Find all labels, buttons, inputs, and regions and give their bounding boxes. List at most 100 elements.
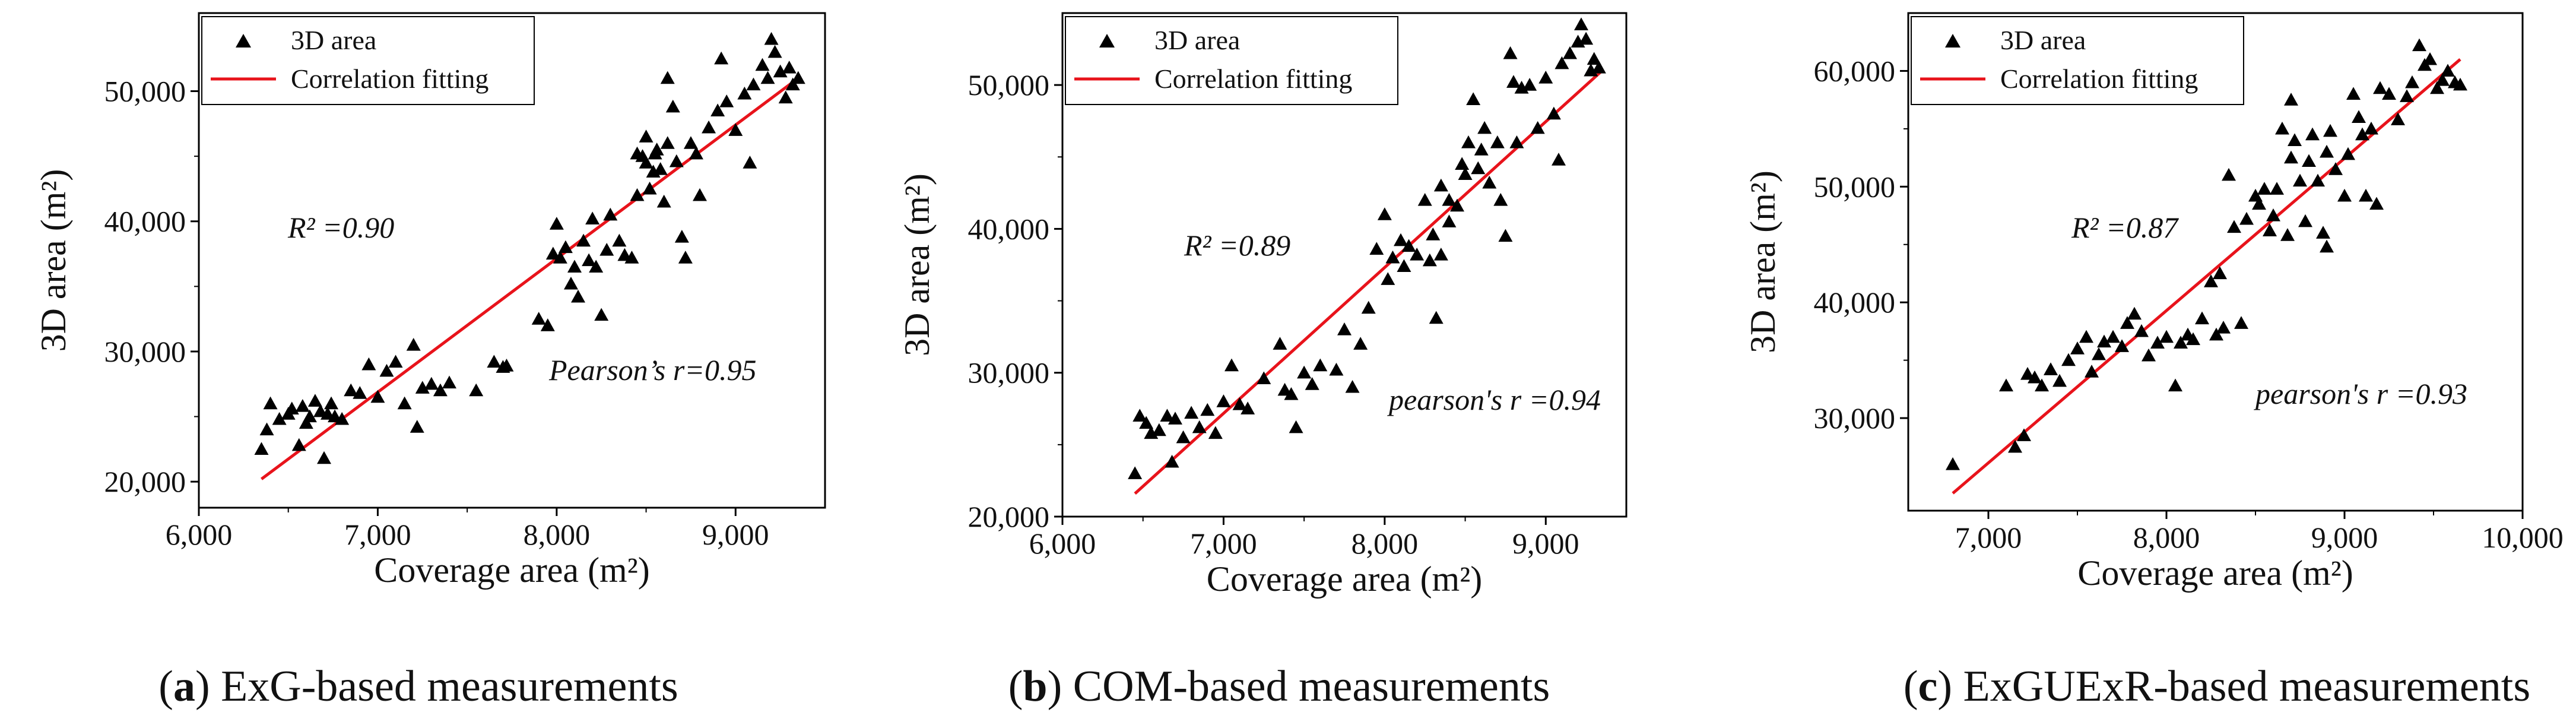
caption-panel-label: a bbox=[173, 662, 195, 711]
data-point bbox=[630, 146, 645, 160]
data-point bbox=[2052, 374, 2067, 387]
data-point bbox=[1477, 121, 1492, 134]
data-point bbox=[660, 71, 675, 84]
data-point bbox=[2134, 324, 2149, 337]
data-point bbox=[353, 386, 367, 399]
data-point bbox=[295, 399, 310, 412]
data-point bbox=[2120, 316, 2134, 329]
caption-text: ExG-based measurements bbox=[221, 662, 678, 711]
data-point bbox=[630, 188, 645, 201]
data-point bbox=[2298, 214, 2312, 227]
data-point bbox=[1284, 387, 1299, 400]
data-point bbox=[1224, 358, 1239, 372]
legend-label-fit: Correlation fitting bbox=[1154, 64, 1352, 94]
data-point bbox=[2092, 347, 2106, 360]
data-point bbox=[2284, 93, 2298, 106]
data-point bbox=[2302, 154, 2316, 167]
plot-frame bbox=[1907, 12, 2524, 512]
x-tick-label: 8,000 bbox=[1352, 527, 1419, 560]
data-point bbox=[653, 162, 668, 175]
data-point bbox=[2346, 87, 2361, 100]
data-point bbox=[397, 396, 412, 410]
data-point bbox=[582, 253, 597, 267]
data-point bbox=[2412, 38, 2426, 52]
data-point bbox=[1509, 135, 1524, 148]
data-point bbox=[1530, 121, 1545, 134]
x-tick-label: 7,000 bbox=[344, 518, 411, 551]
y-tick-label: 20,000 bbox=[968, 500, 1050, 533]
legend-marker bbox=[236, 34, 251, 48]
data-point bbox=[2186, 332, 2200, 346]
data-point bbox=[2257, 182, 2272, 195]
data-point bbox=[767, 45, 782, 58]
x-axis-title: Coverage area (m²) bbox=[2077, 553, 2353, 593]
data-point bbox=[1165, 454, 1179, 468]
data-point bbox=[1377, 207, 1392, 220]
data-point bbox=[2222, 167, 2236, 181]
data-point bbox=[1522, 78, 1537, 91]
data-point bbox=[361, 357, 376, 371]
data-point bbox=[2159, 330, 2174, 343]
data-point bbox=[379, 363, 394, 377]
data-point bbox=[2288, 133, 2302, 146]
legend-box bbox=[1911, 16, 2244, 105]
data-point bbox=[1401, 239, 1416, 252]
data-point bbox=[2341, 147, 2355, 160]
y-tick-label: 30,000 bbox=[104, 335, 186, 368]
data-point bbox=[1381, 272, 1395, 285]
data-point bbox=[1241, 401, 1255, 414]
data-point bbox=[272, 412, 287, 425]
data-point bbox=[599, 242, 614, 256]
chart-panel-c: 7,000 8,000 9,000 10,000 30,000 40,000 50,000 6… bbox=[1743, 12, 2564, 711]
data-point bbox=[2382, 87, 2396, 100]
data-point bbox=[2097, 334, 2111, 348]
chart-panel-a: 6,000 7,000 8,000 9,000 20,000 30,000 40,000 50… bbox=[34, 12, 826, 711]
data-point bbox=[571, 289, 586, 303]
data-point bbox=[2337, 188, 2352, 202]
data-point bbox=[710, 103, 725, 117]
data-point bbox=[1493, 192, 1508, 206]
data-point bbox=[1458, 167, 1473, 180]
data-point bbox=[2352, 110, 2366, 123]
data-point bbox=[639, 129, 653, 143]
data-point bbox=[1168, 412, 1182, 425]
x-tick-label: 8,000 bbox=[524, 518, 591, 551]
data-point bbox=[499, 359, 514, 372]
data-point bbox=[2320, 239, 2334, 253]
data-point bbox=[624, 251, 639, 264]
y-tick-label: 60,000 bbox=[1814, 54, 1896, 87]
y-tick-label: 50,000 bbox=[968, 68, 1050, 102]
y-axis-title: 3D area (m²) bbox=[1743, 170, 1782, 353]
data-point bbox=[2323, 124, 2337, 137]
data-point bbox=[1151, 423, 1166, 436]
y-tick-label: 40,000 bbox=[104, 205, 186, 238]
data-point bbox=[2263, 223, 2277, 236]
x-axis-title: Coverage area (m²) bbox=[374, 550, 649, 590]
data-point bbox=[1466, 92, 1481, 105]
data-point bbox=[603, 207, 618, 221]
data-point bbox=[2174, 335, 2188, 349]
data-point bbox=[2430, 81, 2444, 94]
fit-line bbox=[1134, 69, 1603, 495]
data-point bbox=[2359, 188, 2373, 202]
data-point bbox=[553, 251, 567, 264]
x-tick-label: 10,000 bbox=[2482, 521, 2564, 554]
x-tick-label: 9,000 bbox=[2311, 521, 2378, 554]
data-point bbox=[656, 194, 671, 208]
data-point bbox=[1587, 52, 1601, 65]
caption-paren-open: ( bbox=[1008, 662, 1023, 711]
data-point bbox=[1503, 46, 1518, 59]
chart-panel-b: 6,000 7,000 8,000 9,000 20,000 30,000 40,000 50… bbox=[897, 12, 1628, 711]
pearson-annotation: pearson's r =0.93 bbox=[2254, 377, 2467, 410]
data-point bbox=[764, 31, 779, 45]
r-squared-annotation: R² =0.87 bbox=[2071, 211, 2179, 244]
data-point bbox=[589, 259, 604, 273]
data-point bbox=[2373, 81, 2387, 94]
panel-caption: (a) ExG-based measurements bbox=[158, 662, 678, 711]
data-point bbox=[1192, 420, 1207, 433]
x-tick-label: 8,000 bbox=[2133, 521, 2200, 554]
data-point bbox=[1216, 394, 1231, 407]
data-point bbox=[760, 71, 775, 84]
data-point bbox=[2070, 341, 2085, 354]
